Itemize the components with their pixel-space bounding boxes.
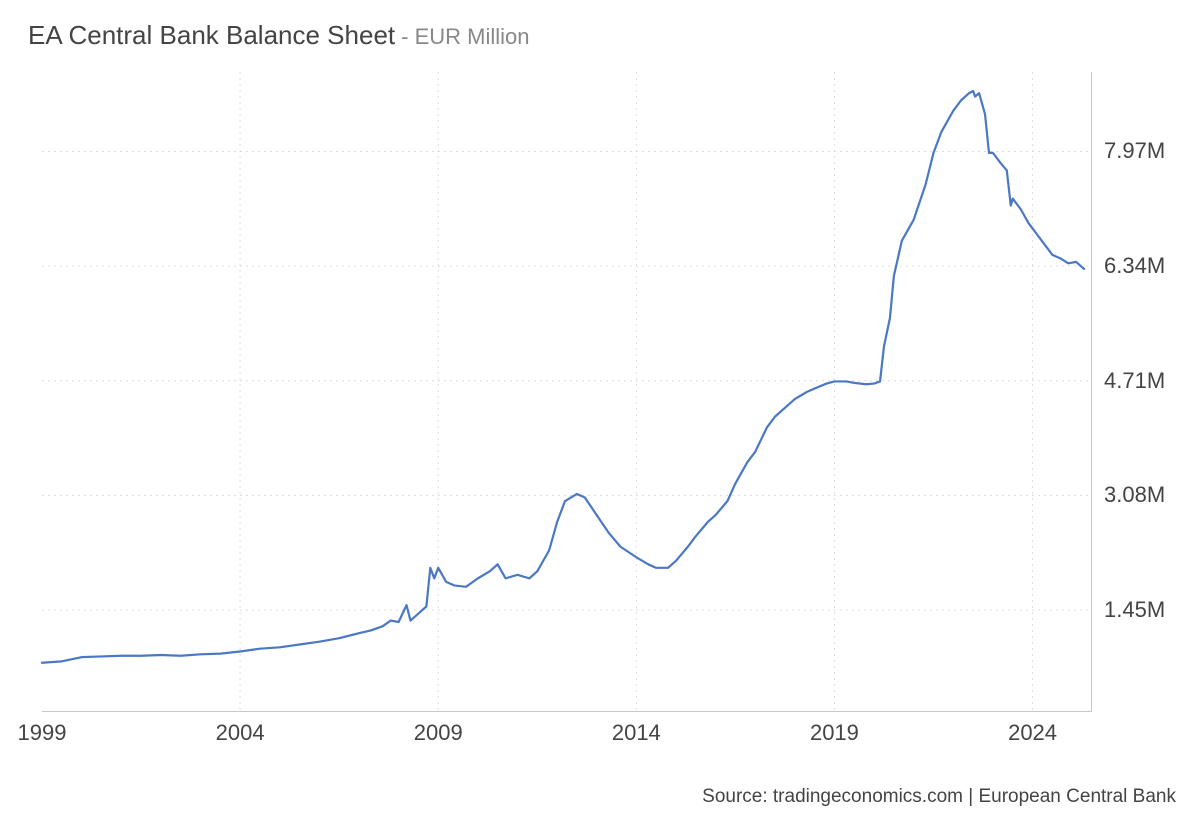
x-tick-label: 1999 bbox=[18, 720, 67, 746]
x-tick-label: 2009 bbox=[414, 720, 463, 746]
chart-subtitle: - EUR Million bbox=[401, 24, 529, 49]
y-tick-label: 3.08M bbox=[1104, 482, 1165, 508]
chart-title: EA Central Bank Balance Sheet bbox=[28, 20, 395, 50]
y-tick-label: 7.97M bbox=[1104, 138, 1165, 164]
x-tick-label: 2024 bbox=[1008, 720, 1057, 746]
y-tick-label: 4.71M bbox=[1104, 368, 1165, 394]
plot-area bbox=[42, 72, 1092, 712]
x-tick-label: 2019 bbox=[810, 720, 859, 746]
chart-container: EA Central Bank Balance Sheet - EUR Mill… bbox=[0, 0, 1200, 820]
chart-svg bbox=[42, 72, 1092, 712]
series-line bbox=[42, 91, 1084, 663]
y-tick-label: 6.34M bbox=[1104, 253, 1165, 279]
y-tick-label: 1.45M bbox=[1104, 597, 1165, 623]
source-attribution: Source: tradingeconomics.com | European … bbox=[702, 786, 1176, 808]
x-tick-label: 2004 bbox=[216, 720, 265, 746]
x-tick-label: 2014 bbox=[612, 720, 661, 746]
chart-title-row: EA Central Bank Balance Sheet - EUR Mill… bbox=[28, 20, 529, 51]
